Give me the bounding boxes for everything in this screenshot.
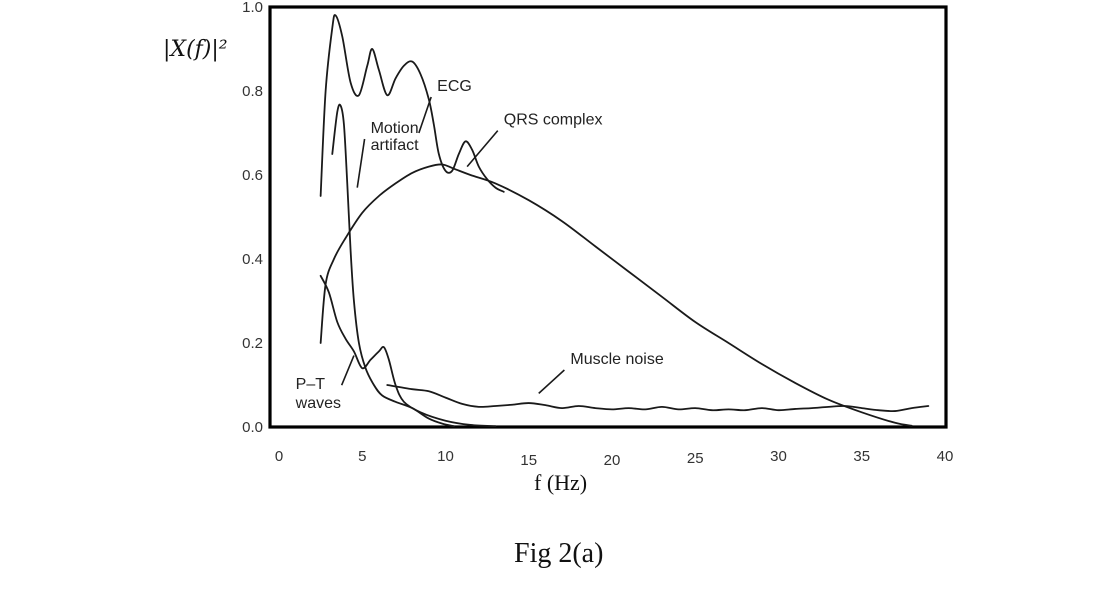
- x-tick-label: 30: [770, 448, 787, 465]
- y-tick-label: 0.8: [242, 83, 263, 100]
- y-tick-label: 0.6: [242, 167, 263, 184]
- annotation-leader-qrs-complex: [466, 130, 499, 168]
- annotation-leader-motion-artifact: [356, 138, 366, 188]
- x-tick-label: 35: [853, 448, 870, 465]
- annotation-leader-p-t-waves: [340, 355, 355, 386]
- y-axis-ticks: 0.0 0.2 0.4 0.6 0.8 1.0: [242, 0, 263, 436]
- series-layer: [319, 14, 930, 428]
- annotation-label-muscle-noise: Muscle noise: [570, 351, 663, 368]
- x-axis-ticks: 0 5 10 15 20 25 30 35 40: [275, 448, 954, 469]
- x-axis-label: f (Hz): [534, 470, 587, 495]
- y-tick-label: 0.2: [242, 335, 263, 352]
- annotation-label-motion-artifact: artifact: [371, 137, 420, 154]
- x-tick-label: 10: [437, 448, 454, 465]
- x-tick-label: 25: [687, 450, 704, 467]
- series-line-qrs-complex: [319, 163, 913, 427]
- plot-frame: [268, 5, 948, 429]
- annotation-label-p-t-waves: waves: [295, 395, 341, 412]
- annotation-label-ecg: ECG: [437, 78, 472, 95]
- y-tick-label: 0.0: [242, 419, 263, 436]
- series-line-muscle-noise: [386, 384, 930, 413]
- x-tick-label: 15: [520, 452, 537, 469]
- y-tick-label: 0.4: [242, 251, 263, 268]
- y-tick-label: 1.0: [242, 0, 263, 16]
- x-tick-label: 5: [358, 448, 366, 465]
- x-tick-label: 40: [937, 448, 954, 465]
- figure-caption: Fig 2(a): [514, 538, 603, 569]
- y-axis-label: |X(f)|²: [163, 37, 228, 62]
- annotation-label-qrs-complex: QRS complex: [504, 112, 603, 129]
- x-tick-label: 0: [275, 448, 283, 465]
- x-tick-label: 20: [604, 452, 621, 469]
- series-line-p-t-waves: [319, 274, 497, 428]
- annotation-label-p-t-waves: P–T: [296, 376, 326, 393]
- annotation-leader-muscle-noise: [538, 369, 565, 394]
- series-line-ecg: [319, 14, 505, 197]
- annotation-label-motion-artifact: Motion: [371, 120, 419, 137]
- annotation-leader-ecg: [418, 96, 432, 134]
